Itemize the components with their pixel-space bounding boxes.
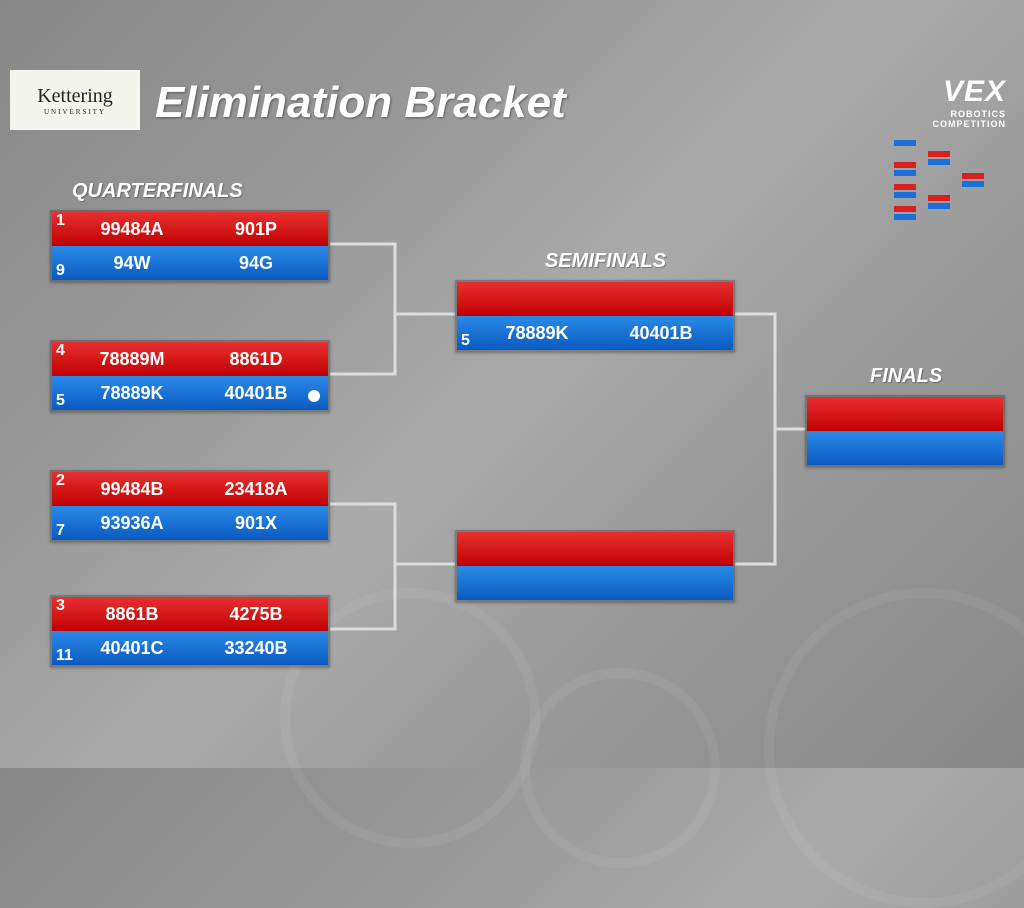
vex-line2: COMPETITION: [933, 119, 1007, 129]
team-2: 23418A: [194, 479, 328, 500]
logo-text: Kettering: [37, 85, 113, 107]
seed: 1: [56, 212, 65, 230]
match: 38861B4275B1140401C33240B: [50, 595, 330, 667]
advance-dot: [308, 390, 320, 402]
red-alliance: 38861B4275B: [52, 597, 328, 631]
team-1: 94W: [52, 253, 194, 274]
team-1: 40401C: [52, 638, 194, 659]
red-alliance: [807, 397, 1003, 431]
blue-alliance: 578889K40401B: [457, 316, 733, 350]
sf-label: SEMIFINALS: [545, 250, 666, 273]
match: 478889M8861D578889K40401B: [50, 340, 330, 412]
blue-alliance: 578889K40401B: [52, 376, 328, 410]
red-alliance: [457, 532, 733, 566]
seed: 9: [56, 262, 65, 280]
seed: 7: [56, 522, 65, 540]
seed: 11: [56, 647, 73, 665]
team-2: 901P: [194, 219, 328, 240]
team-1: 78889K: [457, 323, 599, 344]
blue-alliance: [457, 566, 733, 600]
blue-alliance: 994W94G: [52, 246, 328, 280]
match: 299484B23418A793936A901X: [50, 470, 330, 542]
team-1: 99484A: [52, 219, 194, 240]
bg-gear: [764, 588, 1024, 908]
match: 578889K40401B: [455, 280, 735, 352]
seed: 5: [56, 392, 65, 410]
seed: 2: [56, 472, 65, 490]
qf-label: QUARTERFINALS: [72, 180, 243, 203]
logo-subtext: UNIVERSITY: [37, 108, 113, 116]
match: 199484A901P994W94G: [50, 210, 330, 282]
team-1: 8861B: [52, 604, 194, 625]
team-2: 40401B: [599, 323, 733, 344]
vex-line1: ROBOTICS: [933, 109, 1007, 119]
blue-alliance: 793936A901X: [52, 506, 328, 540]
team-2: 4275B: [194, 604, 328, 625]
team-2: 94G: [194, 253, 328, 274]
vex-brand: VEX: [933, 75, 1007, 109]
seed: 4: [56, 342, 65, 360]
team-2: 901X: [194, 513, 328, 534]
red-alliance: 299484B23418A: [52, 472, 328, 506]
sponsor-logo: Kettering UNIVERSITY: [10, 70, 140, 130]
team-1: 78889M: [52, 349, 194, 370]
red-alliance: [457, 282, 733, 316]
blue-alliance: 1140401C33240B: [52, 631, 328, 665]
team-2: 8861D: [194, 349, 328, 370]
team-1: 93936A: [52, 513, 194, 534]
red-alliance: 199484A901P: [52, 212, 328, 246]
mini-bracket-icon: [894, 140, 1004, 260]
f-label: FINALS: [870, 365, 942, 388]
bg-gear: [520, 668, 720, 868]
team-1: 78889K: [52, 383, 194, 404]
team-2: 33240B: [194, 638, 328, 659]
blue-alliance: [807, 431, 1003, 465]
match: [455, 530, 735, 602]
red-alliance: 478889M8861D: [52, 342, 328, 376]
page-title: Elimination Bracket: [155, 78, 566, 128]
seed: 3: [56, 597, 65, 615]
seed: 5: [461, 332, 470, 350]
vex-logo: VEX ROBOTICS COMPETITION: [933, 75, 1007, 129]
team-1: 99484B: [52, 479, 194, 500]
match: [805, 395, 1005, 467]
